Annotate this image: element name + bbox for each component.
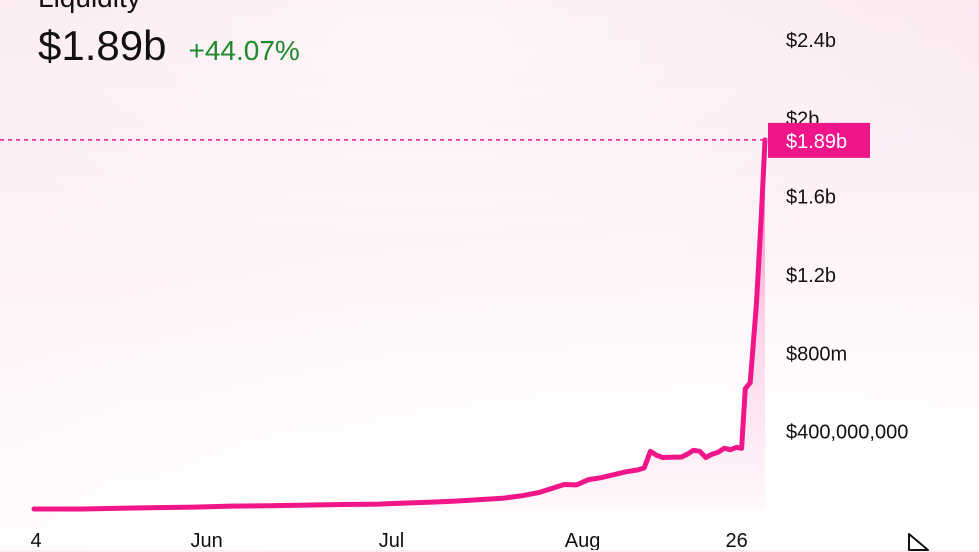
chart-title: Liquidity [38, 0, 141, 14]
x-tick-label: Jul [379, 530, 405, 550]
series-line [31, 137, 768, 512]
current-value-badge: $1.89b [768, 122, 870, 158]
current-value-badge-label: $1.89b [786, 131, 847, 153]
y-axis: $400,000,000$800m$1.2b$1.6b$2b$2.4b [786, 30, 908, 444]
change-percent: +44.07% [188, 35, 300, 66]
y-tick-label: $1.2b [786, 265, 836, 287]
x-tick-label: Jun [190, 530, 222, 550]
y-tick-label: $1.6b [786, 187, 836, 209]
y-tick-label: $2.4b [786, 30, 836, 52]
x-tick-label: Aug [565, 530, 601, 550]
x-tick-label: 26 [726, 530, 748, 550]
pointer-arrow-icon [908, 533, 929, 551]
x-tick-label: 4 [30, 530, 41, 550]
current-value-badge-bg [768, 122, 870, 158]
value-row: $1.89b +44.07% [38, 22, 300, 70]
series-area [34, 139, 765, 510]
current-value: $1.89b [38, 22, 167, 69]
y-tick-label: $400,000,000 [786, 422, 908, 444]
y-tick-label: $800m [786, 343, 847, 365]
x-axis: 4 Jun Jul Aug 26 [30, 530, 747, 550]
